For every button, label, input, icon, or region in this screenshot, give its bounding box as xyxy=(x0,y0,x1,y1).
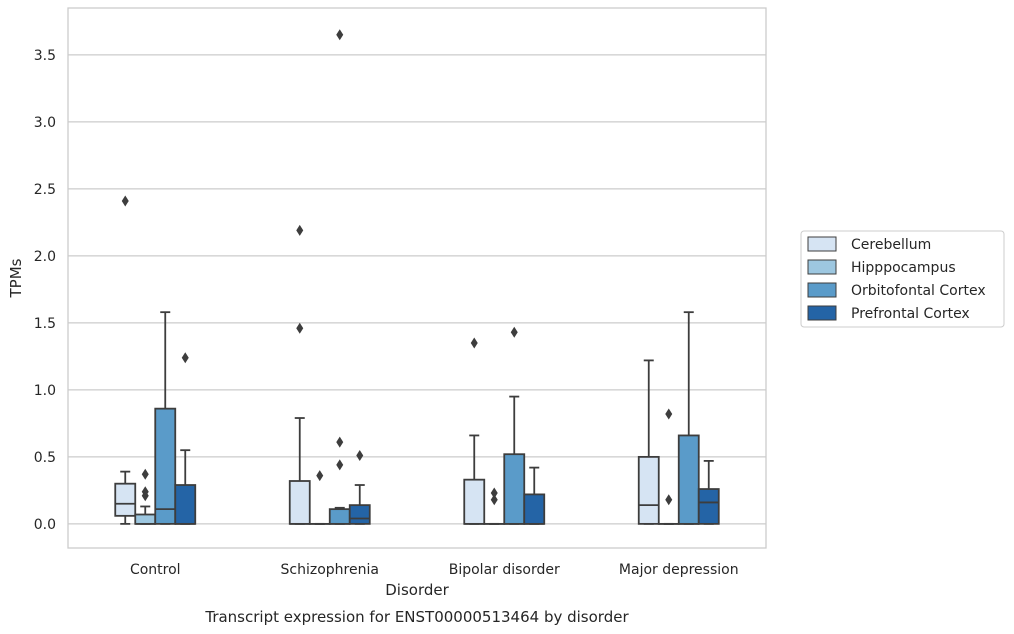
outlier-point xyxy=(490,494,498,506)
legend-swatch xyxy=(807,282,837,298)
box xyxy=(348,504,371,525)
box-group xyxy=(328,29,351,525)
x-tick-label: Bipolar disorder xyxy=(449,562,560,578)
box xyxy=(134,513,157,525)
box xyxy=(174,484,197,525)
y-tick-label: 2.0 xyxy=(34,249,56,265)
box-group xyxy=(677,311,700,525)
box-plot-area xyxy=(114,29,720,525)
chart-caption: Transcript expression for ENST0000051346… xyxy=(204,608,629,626)
box-group xyxy=(637,359,660,525)
outlier-point xyxy=(490,487,498,499)
outlier-point xyxy=(336,29,344,41)
x-tick-label: Major depression xyxy=(619,562,739,578)
box xyxy=(697,488,720,525)
legend-frame xyxy=(800,230,1005,328)
box-group xyxy=(463,337,486,525)
outlier-point xyxy=(316,470,324,482)
box xyxy=(503,453,526,525)
legend-swatch xyxy=(807,305,837,321)
box xyxy=(154,407,177,525)
box xyxy=(677,434,700,525)
y-tick-label: 3.0 xyxy=(34,115,56,131)
legend: Cerebellum Hipppocampus Orbitofontal Corte… xyxy=(800,230,1005,328)
legend-swatch xyxy=(807,236,837,252)
box xyxy=(288,480,311,525)
legend-swatch xyxy=(807,259,837,275)
box-group xyxy=(174,352,197,525)
outlier-point xyxy=(121,195,129,207)
legend-label: Hipppocampus xyxy=(851,260,956,276)
outlier-point xyxy=(141,468,149,480)
legend-label: Orbitofontal Cortex xyxy=(851,283,986,299)
outlier-point xyxy=(296,224,304,236)
box-group xyxy=(114,195,137,525)
outlier-point xyxy=(336,459,344,471)
box xyxy=(523,493,546,525)
outlier-point xyxy=(296,322,304,334)
box xyxy=(637,455,660,525)
box-group xyxy=(288,224,311,525)
y-tick-label: 1.5 xyxy=(34,316,56,332)
y-tick-label: 1.0 xyxy=(34,383,56,399)
y-tick-labels: 0.0 0.5 1.0 1.5 2.0 2.5 3.0 3.5 xyxy=(34,48,56,533)
outlier-point xyxy=(665,494,673,506)
x-tick-label: Schizophrenia xyxy=(281,562,379,578)
outlier-point xyxy=(141,486,149,498)
box xyxy=(114,482,137,517)
x-tick-labels: Control Schizophrenia Bipolar disorder Majo… xyxy=(130,562,739,578)
box-group xyxy=(697,460,720,525)
outlier-point xyxy=(181,352,189,364)
y-tick-label: 0.0 xyxy=(34,517,56,533)
y-tick-label: 0.5 xyxy=(34,450,56,466)
box-group xyxy=(348,450,371,525)
legend-items: Cerebellum Hipppocampus Orbitofontal Corte… xyxy=(807,236,986,322)
box-group xyxy=(483,487,506,525)
y-tick-label: 3.5 xyxy=(34,48,56,64)
box-group xyxy=(154,311,177,525)
box-group xyxy=(134,468,157,525)
outlier-point xyxy=(470,337,478,349)
outlier-point xyxy=(665,408,673,420)
outlier-point xyxy=(356,450,364,462)
box-group xyxy=(523,466,546,525)
outlier-point xyxy=(510,326,518,338)
y-tick-label: 2.5 xyxy=(34,182,56,198)
box-group xyxy=(503,326,526,525)
x-axis-label: Disorder xyxy=(385,581,449,599)
legend-label: Cerebellum xyxy=(851,237,931,253)
x-tick-label: Control xyxy=(130,562,181,578)
box-group xyxy=(308,470,331,525)
y-gridlines xyxy=(68,54,766,525)
y-axis-label: TPMs xyxy=(7,258,25,298)
box xyxy=(463,478,486,525)
box-group xyxy=(657,408,680,525)
outlier-point xyxy=(336,436,344,448)
legend-label: Prefrontal Cortex xyxy=(851,306,970,322)
plot-frame xyxy=(67,7,767,549)
box xyxy=(328,508,351,525)
